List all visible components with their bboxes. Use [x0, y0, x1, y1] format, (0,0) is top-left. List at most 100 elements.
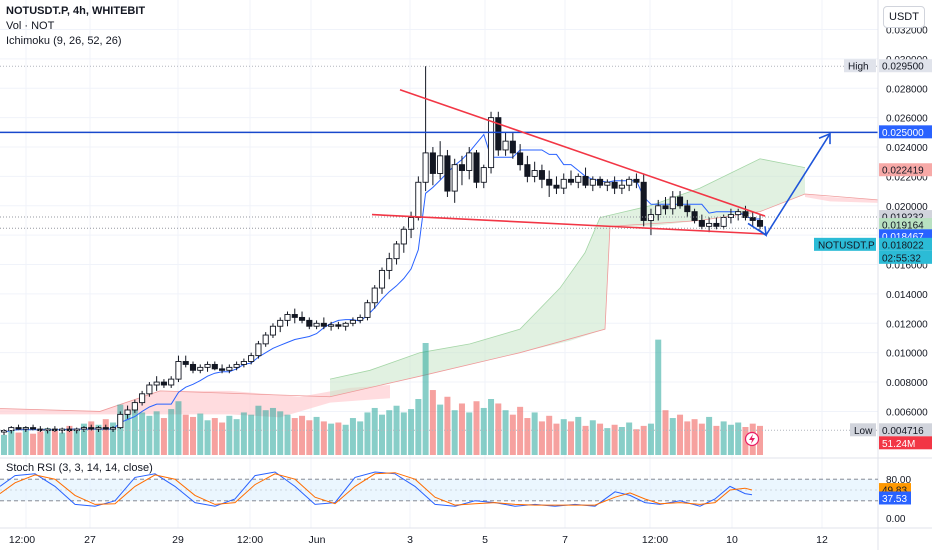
- currency-button[interactable]: USDT: [883, 6, 925, 28]
- volume-bar: [568, 421, 574, 455]
- volume-bar: [291, 418, 298, 455]
- candle: [735, 211, 742, 216]
- volume-bar: [59, 432, 66, 455]
- stoch-k-line: [0, 471, 753, 507]
- volume-indicator-label[interactable]: Vol · NOT: [6, 20, 55, 32]
- y-tick-label: 0.032000: [886, 26, 928, 37]
- upper-trend-line[interactable]: [399, 88, 766, 217]
- candle: [306, 319, 313, 327]
- candle: [248, 355, 255, 362]
- candle: [509, 140, 516, 154]
- candle: [131, 402, 138, 411]
- candle: [647, 214, 655, 221]
- candle: [502, 140, 509, 151]
- volume-bar: [110, 422, 117, 455]
- stoch-rsi-label[interactable]: Stoch RSI (3, 3, 14, 14, close): [6, 462, 153, 474]
- candle: [451, 164, 458, 192]
- ichimoku-indicator-label[interactable]: Ichimoku (9, 26, 52, 26): [6, 35, 122, 47]
- x-tick-label: 12:00: [9, 534, 35, 546]
- volume-bar: [240, 412, 247, 455]
- senkou-span-b: [0, 193, 879, 412]
- volume-bar: [146, 415, 153, 455]
- volume-bar: [248, 414, 255, 455]
- y-tick-label: 0.006000: [886, 407, 928, 418]
- candle: [655, 205, 662, 216]
- volume-bar: [597, 423, 604, 455]
- volume-bar: [662, 410, 669, 455]
- volume-bar: [473, 401, 480, 455]
- candle: [371, 287, 378, 304]
- volume-bar: [139, 412, 146, 455]
- price-tag-bg: [879, 237, 932, 251]
- volume-bar: [8, 430, 15, 455]
- volume-bar: [233, 419, 240, 455]
- candle: [22, 427, 29, 430]
- candle: [255, 343, 262, 357]
- candle: [415, 181, 422, 218]
- volume-bar: [444, 396, 451, 455]
- candle: [117, 413, 124, 429]
- price-tag: 02:55:32: [882, 253, 921, 264]
- candle: [146, 384, 153, 395]
- volume-bar: [589, 420, 596, 455]
- volume-bar: [408, 409, 415, 455]
- candle: [517, 152, 524, 166]
- candle: [291, 314, 298, 318]
- candle: [669, 196, 676, 210]
- volume-bar: [175, 401, 182, 455]
- volume-bar: [299, 415, 306, 455]
- candle: [95, 427, 102, 430]
- candle: [691, 211, 698, 221]
- volume-bar: [727, 424, 734, 455]
- price-tag-name: NOTUSDT.P: [818, 240, 875, 251]
- x-tick-label: Jun: [309, 534, 326, 546]
- volume-bar: [160, 418, 167, 455]
- volume-bar: [488, 399, 495, 455]
- y-tick-label: 0.024000: [886, 143, 928, 154]
- candle: [400, 228, 407, 245]
- candle: [15, 427, 22, 430]
- volume-bar: [320, 421, 327, 455]
- volume-bar: [400, 412, 407, 455]
- volume-bar: [357, 421, 364, 455]
- y-tick-label: 0.010000: [886, 349, 928, 360]
- senkou-span-a: [329, 158, 806, 380]
- candle: [378, 269, 386, 289]
- candle: [160, 381, 167, 386]
- symbol-title[interactable]: NOTUSDT.P, 4h, WHITEBIT: [6, 5, 146, 17]
- price-tag-bg: [879, 436, 932, 450]
- cloud-bearish: [0, 384, 390, 418]
- candle: [611, 181, 618, 189]
- y-tick-label: 0.020000: [886, 202, 928, 213]
- candle: [756, 220, 764, 227]
- lower-trend-line[interactable]: [371, 213, 766, 235]
- volume-bar: [30, 433, 37, 455]
- x-tick-label: 7: [562, 534, 568, 546]
- candle: [742, 211, 749, 218]
- candle: [226, 366, 233, 371]
- candle: [480, 167, 487, 183]
- volume-bar: [757, 425, 763, 455]
- volume-bar: [524, 418, 531, 455]
- candle: [59, 428, 66, 432]
- y-tick-label: 0.008000: [886, 378, 928, 389]
- volume-bar: [415, 399, 422, 455]
- candle: [211, 363, 218, 370]
- candle: [175, 361, 182, 380]
- volume-bar: [95, 424, 102, 455]
- price-tag: 0.019164: [882, 221, 924, 232]
- x-tick-label: 3: [407, 534, 413, 546]
- candle: [546, 178, 553, 186]
- volume-bar: [313, 416, 320, 455]
- stoch-d-line: [0, 472, 753, 506]
- price-tag: 0.018467: [882, 232, 924, 243]
- price-tag-bg: [879, 423, 932, 437]
- candle: [437, 155, 444, 174]
- candle: [204, 363, 211, 368]
- volume-bar: [669, 418, 676, 455]
- arrowhead-up: [818, 132, 831, 145]
- x-tick-label: 12:00: [642, 534, 668, 546]
- candle: [328, 324, 335, 327]
- volume-bar: [437, 404, 444, 455]
